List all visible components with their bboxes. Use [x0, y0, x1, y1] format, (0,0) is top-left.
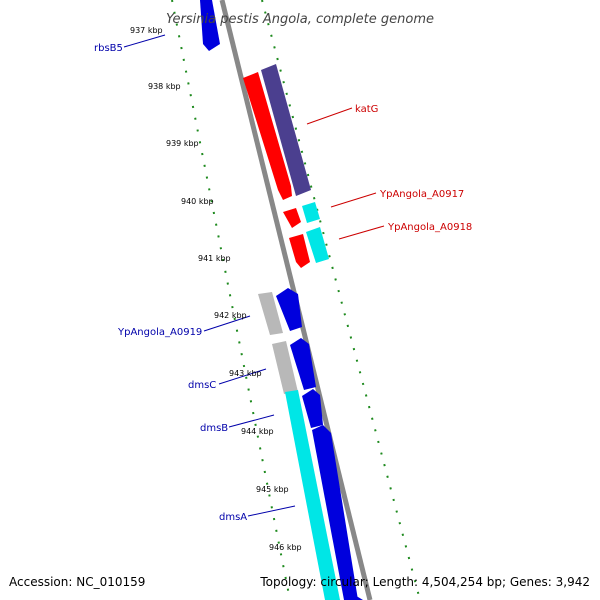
tick-942: 942 kbp [214, 311, 247, 320]
tick-941: 941 kbp [198, 254, 231, 263]
label-dmsB[interactable]: dmsB [200, 423, 228, 434]
tick-946: 946 kbp [269, 543, 302, 552]
gene-dmsC-grey [272, 341, 298, 394]
label-rbsB5[interactable]: rbsB5 [94, 43, 123, 54]
tick-939: 939 kbp [166, 139, 199, 148]
label-YpAngola_A0918[interactable]: YpAngola_A0918 [387, 222, 472, 233]
label-katG[interactable]: katG [355, 104, 378, 115]
gene-bottom-partial [348, 594, 363, 600]
outer-dotted-guide [261, 0, 421, 600]
gene-YpAngola_A0919[interactable] [276, 288, 302, 331]
gene-dmsC[interactable] [290, 338, 316, 390]
tick-944: 944 kbp [241, 427, 274, 436]
label-dmsA[interactable]: dmsA [219, 512, 247, 523]
gene-YpAngola_A0918[interactable] [306, 227, 329, 263]
label-dmsC[interactable]: dmsC [188, 380, 216, 391]
gene-katG-purple[interactable] [261, 64, 311, 196]
gene-dmsA[interactable] [312, 425, 358, 600]
gene-katG-red[interactable] [243, 72, 292, 200]
map-title: Yersinia pestis Angola, complete genome [166, 12, 434, 27]
YpAngola_A0919-leader [203, 315, 251, 332]
dmsC-leader [218, 368, 267, 385]
gene-rbsB5[interactable] [200, 0, 220, 51]
YpAngola_A0917-leader [330, 192, 377, 208]
accession-text: Accession: NC_010159 [9, 575, 145, 589]
gene-dmsA-cyan [285, 390, 340, 600]
label-YpAngola_A0919[interactable]: YpAngola_A0919 [117, 327, 202, 338]
tick-938: 938 kbp [148, 82, 181, 91]
tick-945: 945 kbp [256, 485, 289, 494]
tick-940: 940 kbp [181, 197, 214, 206]
gene-YpAngola_A0919-grey [258, 292, 283, 335]
YpAngola_A0918-leader [338, 225, 385, 240]
gene-YpAngola_A0918-red[interactable] [289, 234, 310, 268]
gene-dmsB[interactable] [302, 389, 323, 428]
gene-YpAngola_A0917[interactable] [302, 202, 320, 223]
rbsB5-leader [123, 34, 166, 48]
katG-leader [306, 107, 353, 125]
dmsA-leader [247, 505, 296, 517]
tick-937: 937 kbp [130, 26, 163, 35]
topology-text: Topology: circular; Length: 4,504,254 bp… [259, 575, 590, 589]
gene-YpAngola_A0917-red[interactable] [283, 208, 301, 228]
label-YpAngola_A0917[interactable]: YpAngola_A0917 [379, 189, 464, 200]
dmsB-leader [228, 414, 275, 428]
tick-943: 943 kbp [229, 369, 262, 378]
